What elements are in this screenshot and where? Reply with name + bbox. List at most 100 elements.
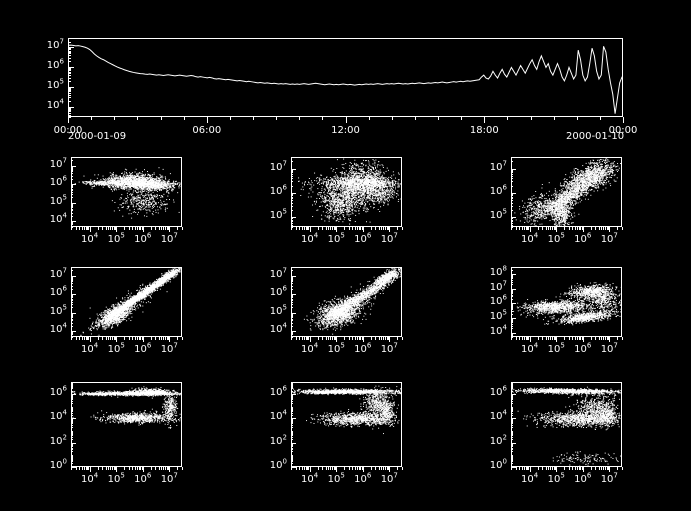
scatter-x-minor-tick (603, 337, 605, 340)
scatter-plot-area-r2c1[interactable] (71, 267, 182, 337)
scatter-y-minor-tick (71, 168, 73, 170)
scatter-x-minor-tick (598, 227, 600, 230)
scatter-plot-area-r2c2[interactable] (291, 267, 402, 337)
scatter-x-minor-tick (358, 467, 360, 470)
scatter-x-minor-tick (622, 467, 623, 470)
scatter-points-r1c3 (514, 158, 621, 226)
scatter-x-minor-tick (155, 337, 157, 340)
scatter-x-minor-tick (308, 337, 310, 340)
scatter-x-minor-tick (348, 337, 350, 340)
timeseries-y-minor-tick (68, 114, 71, 116)
scatter-x-minor-tick (370, 337, 372, 340)
scatter-y-tick-label: 106 (255, 385, 287, 398)
timeseries-y-minor-tick (68, 88, 71, 90)
scatter-y-minor-tick (291, 420, 293, 422)
timeseries-y-minor-tick (68, 48, 71, 50)
timeseries-x-minor-tick (91, 117, 93, 120)
scatter-x-minor-tick (140, 337, 142, 340)
scatter-plot-area-r1c1[interactable] (71, 157, 182, 227)
scatter-y-minor-tick (291, 194, 293, 196)
scatter-y-minor-tick (511, 290, 513, 292)
scatter-plot-area-r1c2[interactable] (291, 157, 402, 227)
scatter-y-minor-tick (511, 221, 513, 223)
timeseries-plot-area[interactable] (68, 38, 623, 117)
scatter-y-minor-tick (511, 289, 513, 291)
scatter-x-minor-tick (581, 227, 583, 230)
scatter-y-minor-tick (511, 426, 513, 428)
scatter-y-minor-tick (71, 285, 73, 287)
scatter-x-minor-tick (333, 227, 335, 230)
scatter-y-major-tick (511, 288, 516, 290)
scatter-y-minor-tick (71, 170, 73, 171)
scatter-y-minor-tick (291, 383, 293, 385)
scatter-x-minor-tick (550, 227, 552, 230)
scatter-plot-area-r2c3[interactable] (511, 267, 622, 337)
scatter-x-minor-tick (598, 467, 600, 470)
scatter-x-minor-tick (114, 467, 116, 470)
scatter-y-minor-tick (71, 399, 73, 400)
scatter-y-minor-tick (511, 434, 513, 436)
scatter-x-minor-tick (332, 467, 333, 470)
scatter-x-minor-tick (105, 337, 107, 340)
scatter-y-minor-tick (71, 333, 73, 335)
scatter-y-minor-tick (71, 421, 73, 423)
scatter-x-minor-tick (550, 337, 552, 340)
scatter-x-minor-tick (595, 337, 597, 340)
scatter-y-minor-tick (511, 325, 513, 327)
scatter-y-major-tick (291, 394, 296, 396)
scatter-y-minor-tick (291, 394, 293, 396)
scatter-x-minor-tick (523, 227, 525, 230)
scatter-y-major-tick (511, 442, 516, 444)
scatter-x-tick-label: 106 (563, 342, 603, 355)
scatter-x-minor-tick (128, 337, 130, 340)
scatter-y-minor-tick (511, 318, 513, 320)
timeseries-y-minor-tick (68, 55, 71, 57)
scatter-x-minor-tick (601, 227, 603, 230)
scatter-y-minor-tick (291, 408, 293, 410)
scatter-plot-area-r3c2[interactable] (291, 382, 402, 467)
scatter-x-minor-tick (105, 467, 107, 470)
scatter-y-minor-tick (71, 296, 73, 298)
scatter-y-minor-tick (71, 436, 73, 438)
scatter-x-minor-tick (334, 467, 336, 470)
scatter-x-minor-tick (545, 337, 547, 340)
scatter-y-minor-tick (71, 173, 73, 175)
scatter-x-major-tick (336, 227, 338, 232)
scatter-x-minor-tick (580, 227, 582, 230)
scatter-x-tick-label: 104 (70, 342, 110, 355)
scatter-y-minor-tick (511, 422, 513, 424)
scatter-y-minor-tick (71, 384, 73, 386)
scatter-y-minor-tick (71, 227, 73, 228)
scatter-y-minor-tick (511, 447, 513, 449)
scatter-plot-area-r3c1[interactable] (71, 382, 182, 467)
scatter-y-minor-tick (71, 205, 73, 207)
scatter-x-minor-tick (386, 467, 388, 470)
scatter-plot-area-r1c3[interactable] (511, 157, 622, 227)
scatter-x-minor-tick (527, 337, 528, 340)
scatter-x-minor-tick (141, 337, 143, 340)
scatter-y-major-tick (291, 193, 296, 194)
scatter-y-minor-tick (291, 402, 293, 404)
scatter-x-minor-tick (177, 337, 179, 340)
scatter-x-minor-tick (330, 467, 332, 470)
timeseries-y-minor-tick (68, 41, 71, 43)
scatter-y-minor-tick (511, 311, 513, 312)
scatter-y-minor-tick (291, 384, 293, 386)
scatter-points-r3c2 (292, 385, 401, 435)
scatter-x-minor-tick (590, 337, 592, 340)
scatter-y-minor-tick (291, 297, 293, 299)
scatter-x-minor-tick (542, 467, 544, 470)
scatter-x-minor-tick (322, 227, 324, 230)
scatter-x-major-tick (529, 227, 531, 232)
scatter-plot-area-r3c3[interactable] (511, 382, 622, 467)
scatter-y-major-tick (71, 467, 76, 468)
scatter-y-minor-tick (291, 399, 293, 400)
scatter-x-tick-label: 106 (123, 472, 163, 485)
scatter-y-minor-tick (71, 426, 73, 428)
scatter-y-minor-tick (291, 218, 293, 220)
scatter-y-minor-tick (71, 383, 73, 385)
scatter-y-minor-tick (71, 207, 73, 208)
scatter-x-minor-tick (352, 467, 354, 470)
scatter-x-minor-tick (358, 227, 360, 230)
